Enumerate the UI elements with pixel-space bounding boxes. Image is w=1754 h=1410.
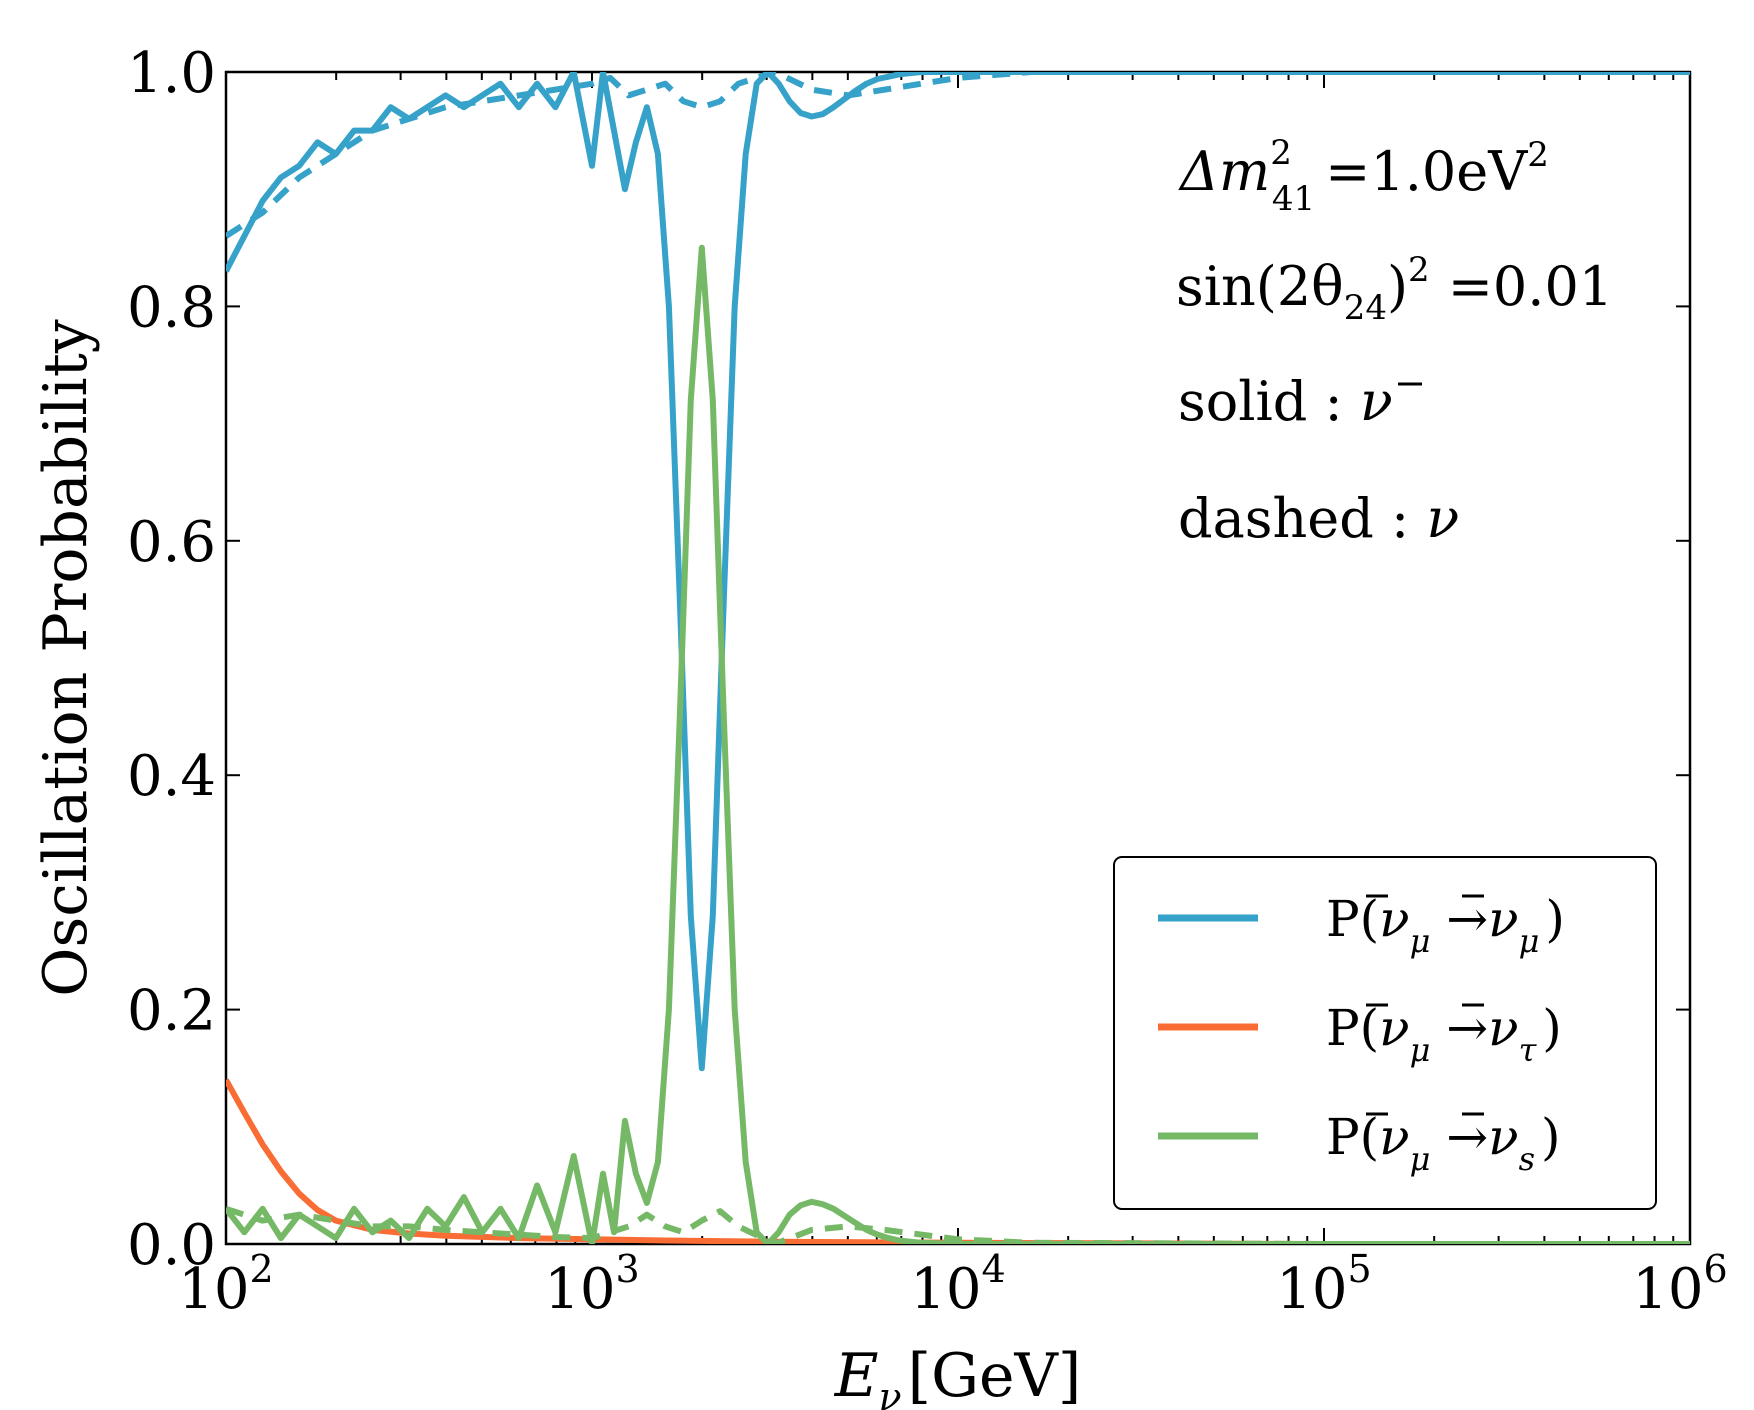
- annotation-solid: solid : ν: [1178, 370, 1393, 433]
- annotation-sin: sin(2θ24)2 =0.01: [1176, 250, 1613, 328]
- y-tick-label: 0.2: [127, 979, 216, 1044]
- y-tick-label: 1.0: [127, 41, 216, 106]
- annotation-dashed: dashed : ν: [1178, 487, 1459, 550]
- series-line-p-dashed: [226, 72, 1690, 239]
- x-tick-label: 106: [1632, 1247, 1727, 1322]
- x-tick-labels: 102 103 104 105 106: [178, 1247, 1727, 1322]
- x-tick-label: 102: [178, 1247, 273, 1322]
- x-tick-label: 104: [910, 1247, 1005, 1322]
- y-tick-label: 0.0: [127, 1213, 216, 1278]
- x-tick-label: 103: [544, 1247, 639, 1322]
- x-axis-label: Eν [GeV]: [834, 1341, 1082, 1410]
- legend-label: P(νμ →ντ): [1326, 999, 1562, 1069]
- series-line-p-s-dashed: [226, 1205, 1690, 1244]
- x-tick-label: 105: [1276, 1247, 1371, 1322]
- legend: P(νμ →νμ) P(νμ →ντ) P(νμ →νs): [1113, 856, 1657, 1210]
- y-tick-labels: 0.0 0.2 0.4 0.6 0.8 1.0: [127, 41, 216, 1278]
- series-layer: [226, 72, 1690, 1244]
- series-line-p-s-solid: [226, 244, 1690, 1244]
- legend-label: P(νμ →νμ): [1326, 890, 1565, 960]
- y-tick-label: 0.4: [127, 744, 216, 809]
- annotation-dm2: Δm2 41 =1.0eV2: [1178, 133, 1549, 219]
- legend-label: P(νμ →νs): [1326, 1108, 1561, 1178]
- y-tick-label: 0.8: [127, 275, 216, 340]
- annotations: Δm2 41 =1.0eV2 sin(2θ24)2 =0.01 solid : ν d…: [1176, 133, 1613, 550]
- y-axis-label: Oscillation Probability: [31, 319, 101, 997]
- y-tick-label: 0.6: [127, 510, 216, 575]
- legend-box: [1113, 856, 1657, 1210]
